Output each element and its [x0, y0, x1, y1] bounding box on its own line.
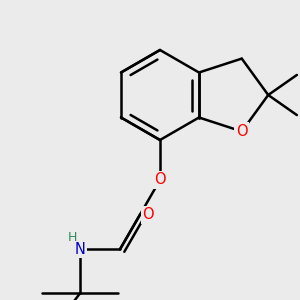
- Text: O: O: [154, 172, 166, 188]
- Text: O: O: [236, 124, 248, 139]
- Text: H: H: [67, 231, 77, 244]
- Text: O: O: [142, 207, 154, 222]
- Text: N: N: [75, 242, 86, 257]
